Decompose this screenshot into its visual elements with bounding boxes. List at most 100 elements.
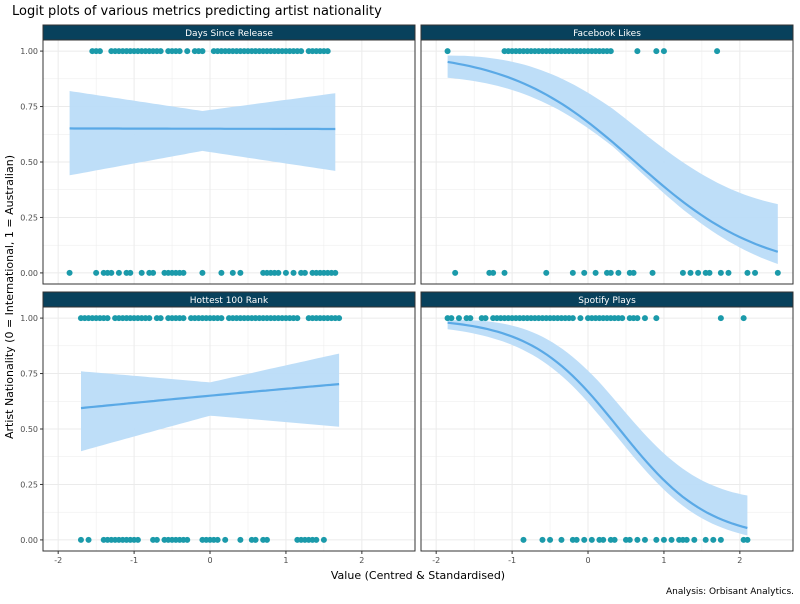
data-point (619, 315, 626, 322)
y-tick-label: 1.00 (20, 47, 38, 56)
data-point (153, 536, 160, 543)
data-point (96, 48, 103, 55)
data-point (93, 269, 100, 276)
panel-strip-label: Hottest 100 Rank (190, 296, 269, 306)
data-point (547, 536, 554, 543)
y-tick-label: 0.75 (20, 103, 38, 112)
y-tick-label: 0.25 (20, 213, 38, 222)
data-point (320, 536, 327, 543)
panel-strip-label: Days Since Release (185, 29, 273, 39)
panel-strip-label: Facebook Likes (573, 29, 641, 39)
data-point (214, 536, 221, 543)
panel-frame (420, 306, 794, 552)
data-point (691, 536, 698, 543)
data-point (630, 269, 637, 276)
data-point (448, 315, 455, 322)
x-tick-label: 0 (585, 556, 590, 565)
x-tick-label: -2 (54, 556, 62, 565)
data-point (569, 269, 576, 276)
data-point (138, 269, 145, 276)
data-point (573, 536, 580, 543)
data-point (199, 269, 206, 276)
data-point (740, 315, 747, 322)
data-point (180, 315, 187, 322)
data-point (702, 536, 709, 543)
data-point (607, 269, 614, 276)
data-point (237, 536, 244, 543)
data-point (66, 269, 73, 276)
data-point (588, 536, 595, 543)
panel-3: Spotify Plays -2 -1 0 1 2 (420, 291, 794, 565)
fit-line (447, 321, 748, 530)
data-point (641, 315, 648, 322)
data-point (717, 315, 724, 322)
data-point (282, 269, 289, 276)
data-point (332, 269, 339, 276)
data-point (725, 269, 732, 276)
x-tick-label: 1 (661, 556, 666, 565)
data-point (752, 269, 759, 276)
data-point (146, 315, 153, 322)
data-point (660, 48, 667, 55)
data-point (653, 315, 660, 322)
data-point (301, 269, 308, 276)
data-point (539, 536, 546, 543)
data-point (501, 269, 508, 276)
x-tick-label: 0 (207, 556, 212, 565)
data-point (649, 269, 656, 276)
panel-0: Days Since Release 0.00 0.25 0.50 0.75 1.00 (20, 24, 416, 285)
data-point (520, 536, 527, 543)
fit-line (80, 383, 340, 410)
data-point (683, 536, 690, 543)
data-point (218, 269, 225, 276)
data-point (199, 48, 206, 55)
confidence-band (81, 353, 340, 452)
data-point (452, 269, 459, 276)
data-point (222, 536, 229, 543)
y-tick-label: 0.50 (20, 158, 38, 167)
data-point (717, 269, 724, 276)
data-point (184, 536, 191, 543)
data-point (626, 536, 633, 543)
data-point (714, 48, 721, 55)
y-tick-label: 0.75 (20, 370, 38, 379)
data-point (744, 536, 751, 543)
data-point (577, 315, 584, 322)
data-point (294, 315, 301, 322)
data-point (744, 269, 751, 276)
data-point (695, 269, 702, 276)
data-point (115, 269, 122, 276)
data-point (157, 315, 164, 322)
data-point (558, 536, 565, 543)
data-point (218, 315, 225, 322)
x-tick-label: 1 (283, 556, 288, 565)
data-point (710, 536, 717, 543)
data-point (150, 269, 157, 276)
y-tick-label: 0.00 (20, 269, 38, 278)
data-point (543, 269, 550, 276)
chart-title: Logit plots of various metrics predictin… (12, 4, 382, 19)
panel-1: Facebook Likes (420, 24, 794, 285)
data-point (653, 536, 660, 543)
data-point (313, 536, 320, 543)
data-point (85, 536, 92, 543)
data-point (581, 269, 588, 276)
confidence-band (447, 320, 748, 536)
data-point (653, 48, 660, 55)
panel-frame (420, 39, 794, 285)
y-tick-label: 0.25 (20, 480, 38, 489)
data-point (706, 269, 713, 276)
x-tick-label: -2 (432, 556, 440, 565)
data-point (184, 48, 191, 55)
data-point (717, 536, 724, 543)
data-point (687, 269, 694, 276)
data-point (180, 269, 187, 276)
data-point (581, 536, 588, 543)
data-point (634, 315, 641, 322)
data-point (482, 315, 489, 322)
data-point (668, 536, 675, 543)
x-axis-label: Value (Centred & Standardised) (331, 569, 505, 582)
data-point (455, 315, 462, 322)
data-point (108, 269, 115, 276)
